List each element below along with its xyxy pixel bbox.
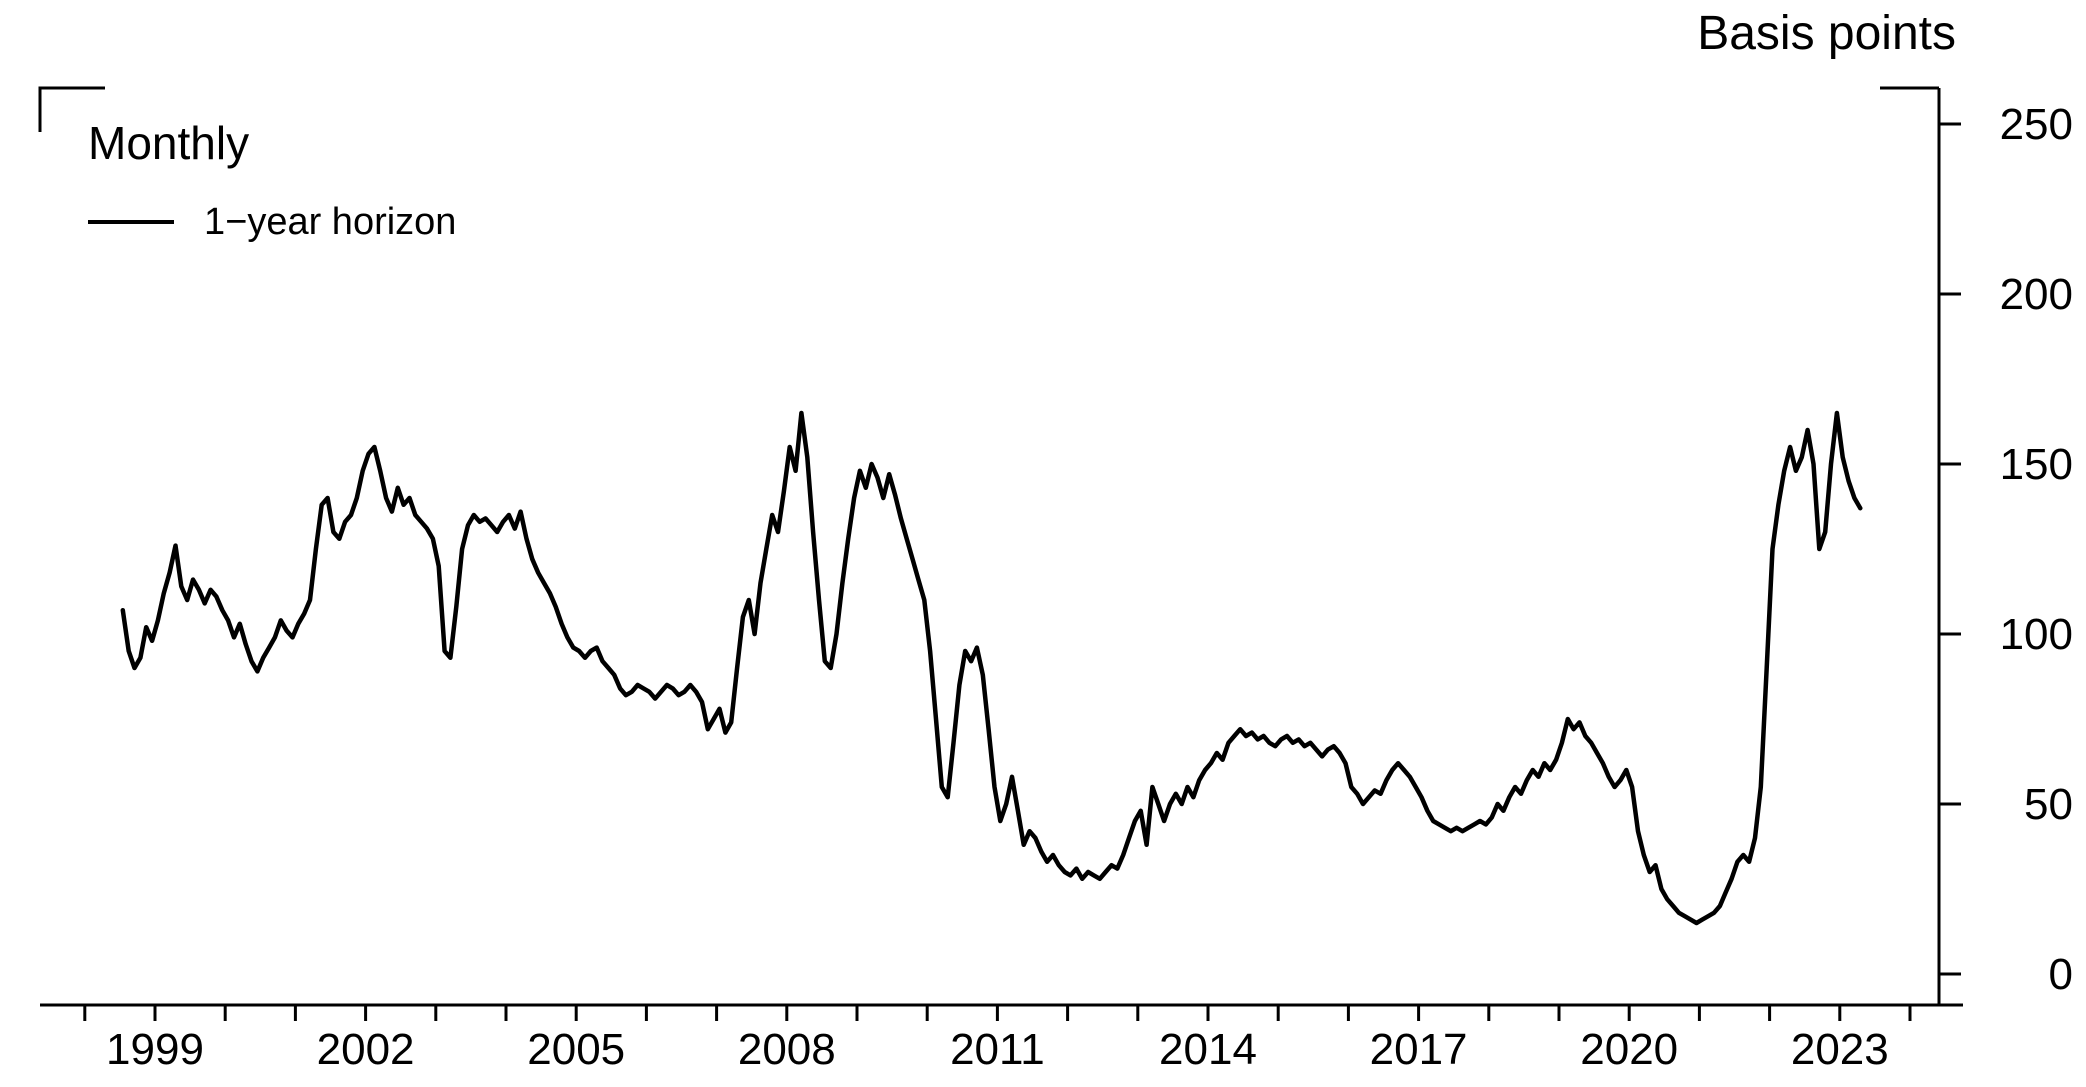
y-axis-title: Basis points bbox=[1697, 7, 1956, 60]
x-axis-label: 2008 bbox=[738, 1025, 836, 1074]
x-axis-label: 2005 bbox=[527, 1025, 625, 1074]
legend-series-label: 1−year horizon bbox=[204, 200, 457, 243]
y-axis-label: 150 bbox=[2000, 440, 2073, 489]
legend-item: 1−year horizon bbox=[88, 201, 456, 244]
series-line-1-year-horizon bbox=[120, 410, 1863, 926]
y-axis-label: 250 bbox=[2000, 100, 2073, 149]
x-axis-label: 2017 bbox=[1370, 1025, 1468, 1074]
legend-line-swatch-icon bbox=[88, 220, 174, 225]
y-axis-label: 200 bbox=[2000, 270, 2073, 319]
x-axis-label: 2023 bbox=[1791, 1025, 1889, 1074]
x-axis-label: 2002 bbox=[317, 1025, 415, 1074]
top-left-frame-bracket bbox=[38, 86, 105, 132]
x-axis-label: 2011 bbox=[950, 1025, 1045, 1074]
x-axis-label: 1999 bbox=[106, 1025, 204, 1074]
y-axis-label: 0 bbox=[2049, 950, 2073, 999]
x-axis-label: 2020 bbox=[1580, 1025, 1678, 1074]
x-axis-label: 2014 bbox=[1159, 1025, 1257, 1074]
y-axis-label: 100 bbox=[2000, 610, 2073, 659]
legend-frequency-label: Monthly bbox=[88, 117, 250, 169]
legend: Monthly 1−year horizon bbox=[88, 118, 456, 244]
y-axis-label: 50 bbox=[2024, 780, 2073, 829]
